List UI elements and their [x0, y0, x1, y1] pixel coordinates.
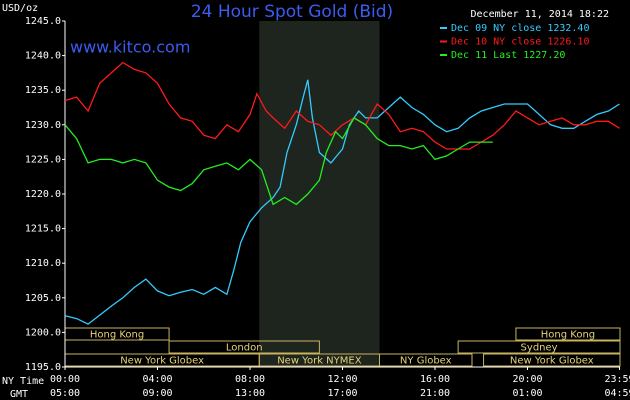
x-tick-label: 12:00: [327, 374, 357, 385]
timestamp: December 11, 2014 18:22: [471, 9, 609, 20]
session-label: Hong Kong: [541, 330, 595, 341]
x2-tick-label: 09:00: [142, 388, 172, 399]
session-box: [483, 353, 621, 367]
x2-tick-label: 01:00: [512, 388, 542, 399]
y-tick-label: 1245.0: [25, 16, 61, 27]
x-tick-label: 23:59: [604, 374, 630, 385]
session-label: Sydney: [521, 343, 558, 354]
background-layer: [259, 21, 380, 367]
y-tick-label: 1235.0: [25, 85, 61, 96]
x-tick-label: 08:00: [235, 374, 265, 385]
session-label: NY Globex: [400, 356, 452, 367]
y-tick-label: 1210.0: [25, 258, 61, 269]
session-label: New York NYMEX: [277, 356, 362, 367]
x2-tick-label: 04:59: [604, 388, 630, 399]
legend-label: Dec 09 NY close 1232.40: [451, 23, 589, 34]
x2-axis-label: GMT: [10, 389, 28, 400]
session-label: New York Globex: [120, 356, 204, 367]
x2-tick-label: 05:00: [50, 388, 80, 399]
chart-title: 24 Hour Spot Gold (Bid): [191, 2, 393, 22]
y-tick-label: 1215.0: [25, 224, 61, 235]
y-axis-label: USD/oz: [2, 3, 38, 14]
x2-tick-label: 17:00: [327, 388, 357, 399]
session-label: Hong Kong: [90, 330, 144, 341]
series-line: [64, 61, 620, 150]
series-line: [64, 116, 493, 206]
y-tick-label: 1225.0: [25, 154, 61, 165]
watermark: www.kitco.com: [70, 38, 190, 57]
legend-label: Dec 10 NY close 1226.10: [451, 37, 589, 48]
x2-tick-label: 21:00: [420, 388, 450, 399]
x-axis-label: NY Time: [2, 376, 44, 387]
x-tick-label: 00:00: [50, 374, 80, 385]
y-tick-label: 1240.0: [25, 51, 61, 62]
y-tick-label: 1200.0: [25, 327, 61, 338]
x2-tick-label: 13:00: [235, 388, 265, 399]
session-box: [457, 340, 621, 354]
session-box: [168, 340, 320, 354]
session-highlight: [259, 21, 380, 367]
y-tick-label: 1230.0: [25, 120, 61, 131]
legend-label: Dec 11 Last 1227.20: [451, 50, 565, 61]
y-tick-label: 1220.0: [25, 189, 61, 200]
session-label: New York Globex: [510, 356, 594, 367]
y-tick-label: 1205.0: [25, 293, 61, 304]
x-tick-label: 20:00: [512, 374, 542, 385]
y-tick-label: 1195.0: [25, 362, 61, 373]
session-box: [515, 327, 621, 341]
x-tick-label: 16:00: [420, 374, 450, 385]
session-box: [379, 353, 473, 367]
x-tick-label: 04:00: [142, 374, 172, 385]
session-label: London: [226, 343, 263, 354]
